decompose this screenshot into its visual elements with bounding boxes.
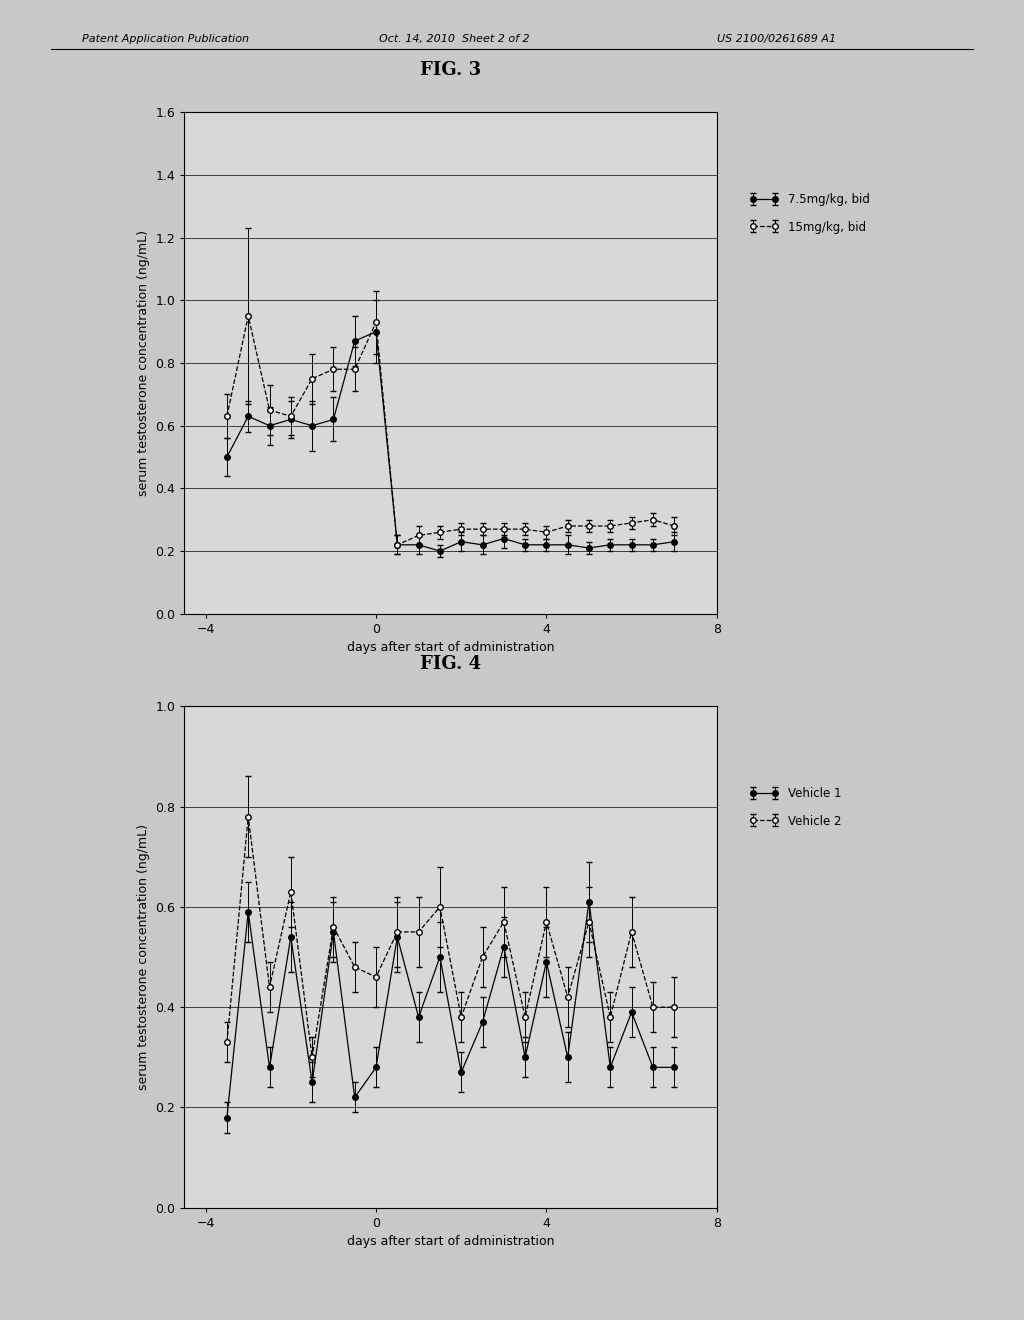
X-axis label: days after start of administration: days after start of administration (347, 642, 554, 655)
X-axis label: days after start of administration: days after start of administration (347, 1236, 554, 1249)
Y-axis label: serum testosterone concentration (ng/mL): serum testosterone concentration (ng/mL) (137, 230, 150, 496)
Legend: 7.5mg/kg, bid, 15mg/kg, bid: 7.5mg/kg, bid, 15mg/kg, bid (750, 193, 870, 234)
Text: Patent Application Publication: Patent Application Publication (82, 34, 249, 45)
Y-axis label: serum testosterone concentration (ng/mL): serum testosterone concentration (ng/mL) (137, 824, 150, 1090)
Text: FIG. 4: FIG. 4 (420, 655, 481, 673)
Legend: Vehicle 1, Vehicle 2: Vehicle 1, Vehicle 2 (750, 787, 842, 828)
Text: Oct. 14, 2010  Sheet 2 of 2: Oct. 14, 2010 Sheet 2 of 2 (379, 34, 529, 45)
Text: FIG. 3: FIG. 3 (420, 61, 481, 79)
Text: US 2100/0261689 A1: US 2100/0261689 A1 (717, 34, 836, 45)
